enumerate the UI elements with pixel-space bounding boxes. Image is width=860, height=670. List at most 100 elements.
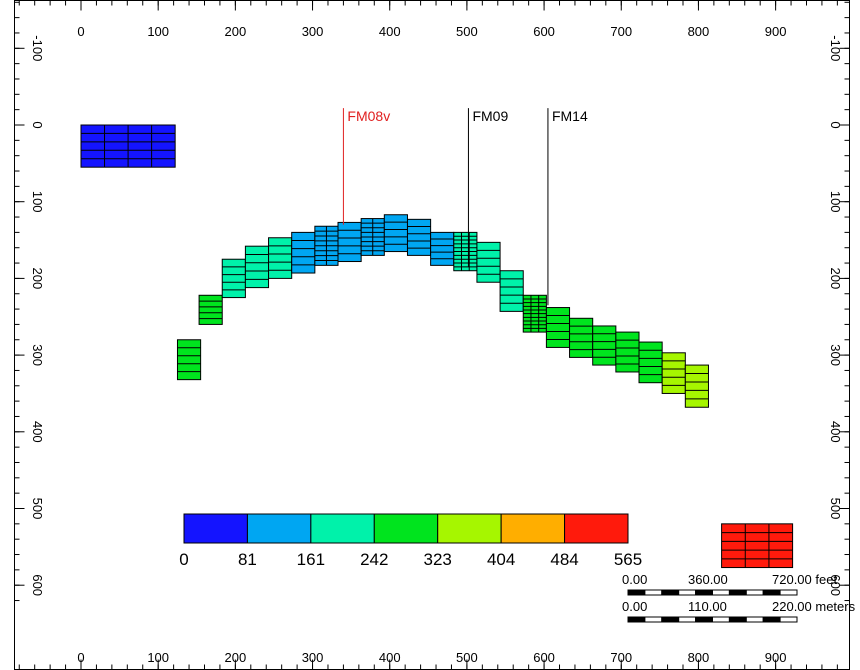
y-tick-label-left: 100 xyxy=(30,191,45,213)
y-tick-label-right: 600 xyxy=(828,574,843,596)
x-tick-label-top: 200 xyxy=(225,24,247,39)
scale-bar-segment xyxy=(728,616,747,623)
block-cell xyxy=(337,221,362,263)
x-tick-label-top: 300 xyxy=(302,24,324,39)
colorbar-swatch xyxy=(500,513,566,544)
well-label: FM14 xyxy=(552,108,588,124)
block-cell xyxy=(430,231,455,266)
scale-bar-segment xyxy=(745,616,764,623)
colorbar-label: 565 xyxy=(614,550,642,569)
y-tick-label-right: 100 xyxy=(828,191,843,213)
x-tick-label-top: 0 xyxy=(77,24,84,39)
grid-block xyxy=(244,245,270,289)
x-tick-label-top: 600 xyxy=(533,24,555,39)
grid-block xyxy=(684,364,709,408)
x-tick-label-bottom: 500 xyxy=(456,650,478,665)
grid-block xyxy=(383,214,408,253)
x-tick-label-bottom: 0 xyxy=(77,650,84,665)
scale-bar-label: 220.00 meters xyxy=(772,599,856,614)
block-cell xyxy=(684,364,709,408)
block-cell xyxy=(406,218,432,256)
scale-bar-segment xyxy=(661,589,680,596)
colorbar-label: 404 xyxy=(487,550,515,569)
scale-bars: 0.00 360.00 720.00 feet 0.00 110.00 220.00 me… xyxy=(622,572,856,623)
x-tick-label-bottom: 100 xyxy=(147,650,169,665)
scale-bar-label: 0.00 xyxy=(622,599,647,614)
y-tick-label-left: 0 xyxy=(30,121,45,128)
block-cell xyxy=(268,237,293,279)
block-cell xyxy=(615,331,640,373)
y-tick-label-left: -100 xyxy=(30,35,45,61)
y-tick-label-left: 300 xyxy=(30,344,45,366)
scale-bar-label: 720.00 feet xyxy=(772,572,837,587)
grid-block xyxy=(638,341,663,384)
grid-block xyxy=(661,352,686,394)
scale-bar-segment xyxy=(712,616,730,623)
grid-block xyxy=(721,523,794,569)
well-label: FM09 xyxy=(472,108,508,124)
x-tick-label-bottom: 900 xyxy=(765,650,787,665)
block-layer xyxy=(80,124,794,569)
y-tick-label-right: 500 xyxy=(828,498,843,520)
scale-bar-segment xyxy=(695,589,713,596)
x-tick-label-top: 500 xyxy=(456,24,478,39)
y-tick-label-left: 400 xyxy=(30,421,45,443)
block-cell xyxy=(721,523,794,569)
axes-layer: 0 0 100 100 200 200 300 300 400 400 500 500 600 600 70… xyxy=(14,0,850,670)
colorbar-swatch xyxy=(437,513,502,544)
grid-block xyxy=(453,231,478,272)
well-layer: FM08v FM09 FM14 xyxy=(342,108,588,306)
scale-bar-segment xyxy=(762,589,781,596)
colorbar-swatch xyxy=(564,513,629,544)
grid-block xyxy=(314,225,339,266)
colorbar-label: 242 xyxy=(360,550,388,569)
grid-block xyxy=(569,317,594,358)
x-tick-label-bottom: 300 xyxy=(302,650,324,665)
scale-bar-segment xyxy=(745,589,764,596)
grid-block xyxy=(406,218,432,256)
scale-bar-label: 110.00 xyxy=(688,599,727,614)
scale-bar-segment xyxy=(644,589,663,596)
scale-bar-segment xyxy=(644,616,663,623)
block-cell xyxy=(244,245,270,289)
colorbar: 0 81 161 242 323 404 484 565 xyxy=(179,513,642,569)
grid-block xyxy=(80,124,176,168)
y-tick-label-right: -100 xyxy=(828,35,843,61)
grid-block xyxy=(615,331,640,373)
x-tick-label-top: 100 xyxy=(147,24,169,39)
colorbar-label: 81 xyxy=(238,550,257,569)
x-tick-label-top: 900 xyxy=(765,24,787,39)
colorbar-swatch xyxy=(183,513,248,544)
scale-bar-label: 360.00 xyxy=(688,572,728,587)
grid-block xyxy=(499,270,524,312)
scale-bar-segment xyxy=(779,589,798,596)
block-cell xyxy=(383,214,408,253)
grid-block xyxy=(522,294,547,333)
x-tick-label-top: 700 xyxy=(610,24,632,39)
scale-bar-segment xyxy=(728,589,747,596)
block-cell xyxy=(569,317,594,358)
colorbar-swatch xyxy=(246,513,312,544)
y-tick-label-left: 200 xyxy=(30,268,45,290)
grid-block xyxy=(592,325,617,366)
grid-block xyxy=(337,221,362,263)
x-tick-label-bottom: 600 xyxy=(533,650,555,665)
x-tick-label-top: 400 xyxy=(379,24,401,39)
colorbar-label: 161 xyxy=(297,550,325,569)
x-tick-label-top: 800 xyxy=(688,24,710,39)
grid-block xyxy=(476,241,501,283)
grid-block xyxy=(198,294,223,325)
scale-bar-segment xyxy=(661,616,680,623)
scale-bar-segment xyxy=(762,616,781,623)
block-cell xyxy=(221,258,246,299)
scale-bar-segment xyxy=(627,616,646,623)
colorbar-label: 0 xyxy=(179,550,188,569)
block-cell xyxy=(661,352,686,394)
scale-bar-segment xyxy=(779,616,798,623)
x-tick-label-bottom: 800 xyxy=(688,650,710,665)
colorbar-label: 484 xyxy=(550,550,578,569)
y-tick-label-left: 600 xyxy=(30,574,45,596)
scale-bar-segment xyxy=(712,589,730,596)
